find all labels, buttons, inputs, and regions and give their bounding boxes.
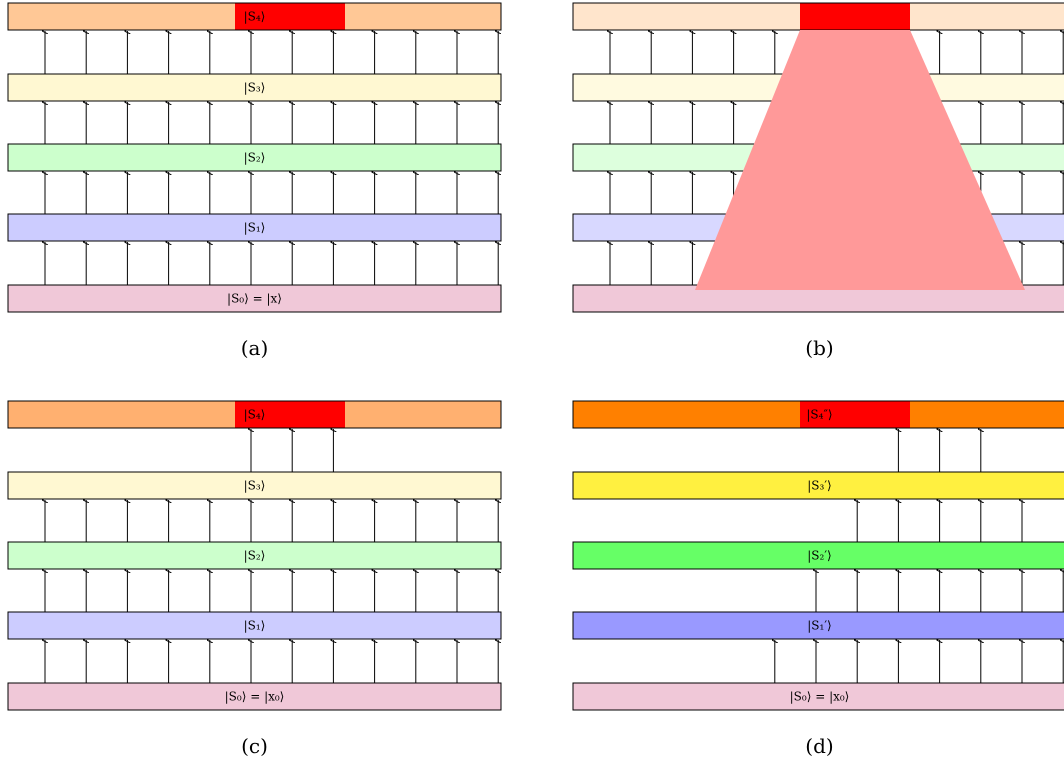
layer-bar-3: [7, 73, 502, 102]
layer-label-4: |S₄⟩: [244, 10, 266, 24]
highlight-block: [235, 401, 345, 428]
panel-caption: (d): [805, 734, 833, 758]
panel-d: |S₄″⟩ |S₃′⟩ |S₂′⟩ |S₁′⟩ |S₀⟩ = |x₀⟩ (d): [572, 400, 1064, 758]
layer-label-3: |S₃′⟩: [807, 479, 831, 493]
layer-border: [7, 400, 502, 429]
layer-label-0: |S₀⟩ = |x₀⟩: [225, 690, 285, 704]
layer-label-2: |S₂⟩: [244, 549, 266, 563]
light-cone: [695, 30, 1025, 290]
layer-border: [7, 2, 502, 31]
highlight-block: [235, 3, 345, 30]
layer-label-4: |S₄⟩: [244, 408, 266, 422]
highlight-block: [800, 401, 910, 428]
layer-label-1: |S₁⟩: [244, 221, 266, 235]
panel-caption: (c): [241, 734, 268, 758]
layer-bar-2: [572, 541, 1064, 570]
layer-label-0: |S₀⟩ = |x⟩: [227, 292, 282, 306]
layer-label-4: |S₄″⟩: [806, 408, 832, 422]
layer-bar-0: [572, 682, 1064, 711]
layer-bar-2: [7, 541, 502, 570]
layer-bar-2: [7, 143, 502, 172]
layer-label-3: |S₃⟩: [244, 81, 266, 95]
layer-label-2: |S₂′⟩: [807, 549, 831, 563]
layer-label-1: |S₁′⟩: [807, 619, 831, 633]
panel-c: |S₄⟩ |S₃⟩ |S₂⟩ |S₁⟩ |S₀⟩ = |x₀⟩ (c): [7, 400, 502, 758]
highlight-block: [800, 3, 910, 30]
layer-bar-3: [7, 471, 502, 500]
layer-bar-1: [572, 611, 1064, 640]
layer-bar-0: [7, 682, 502, 711]
layer-label-0: |S₀⟩ = |x₀⟩: [790, 690, 850, 704]
panel-caption: (b): [805, 336, 833, 360]
panel-a: |S₄⟩ |S₃⟩ |S₂⟩ |S₁⟩ |S₀⟩ = |x⟩ (a): [7, 2, 502, 360]
layer-border: [572, 400, 1064, 429]
panel-caption: (a): [241, 336, 269, 360]
layer-bar-1: [7, 213, 502, 242]
layer-bar-3: [572, 471, 1064, 500]
layer-bar-0: [7, 284, 502, 313]
layer-label-2: |S₂⟩: [244, 151, 266, 165]
panel-b: (b): [572, 2, 1064, 360]
layer-bar-1: [7, 611, 502, 640]
layer-label-1: |S₁⟩: [244, 619, 266, 633]
layer-label-3: |S₃⟩: [244, 479, 266, 493]
